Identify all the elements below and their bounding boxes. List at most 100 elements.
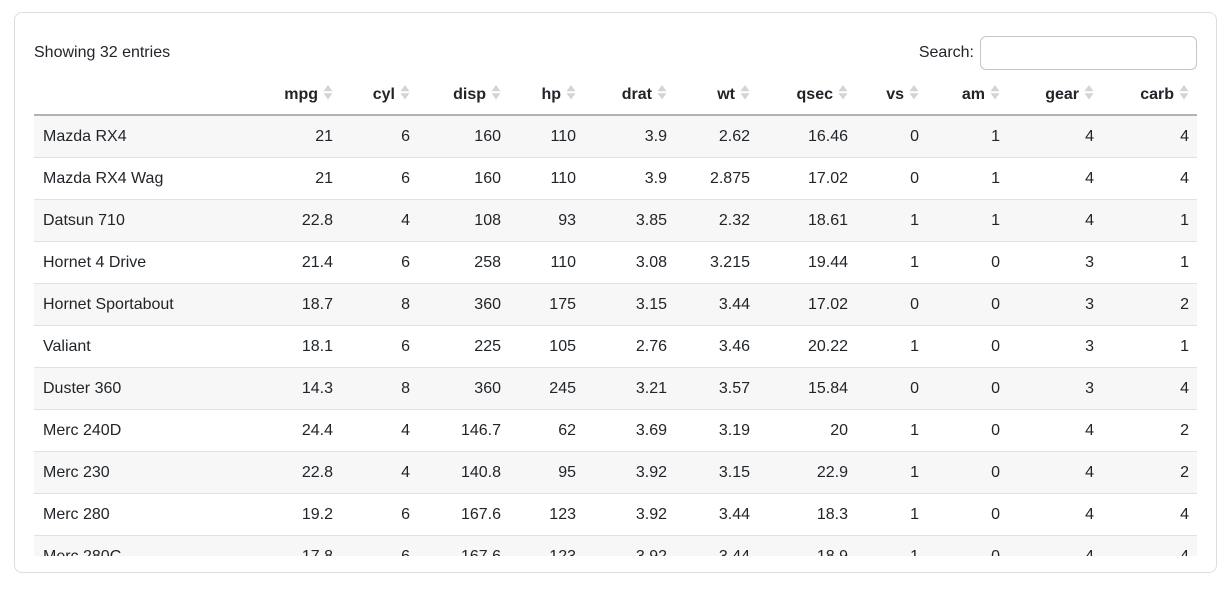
cell-mpg: 21.4 — [265, 241, 342, 284]
cell-disp: 160 — [419, 115, 510, 158]
cell-gear: 4 — [1009, 493, 1103, 536]
cell-drat: 3.08 — [585, 241, 676, 284]
sort-icon — [909, 85, 919, 100]
cell-gear: 4 — [1009, 451, 1103, 494]
column-header-name — [34, 76, 265, 116]
column-header-vs[interactable]: vs — [857, 76, 928, 116]
cell-mpg: 17.8 — [265, 535, 342, 556]
cell-am: 1 — [928, 157, 1009, 200]
table-row: Mazda RX4 Wag 21 6 160 110 3.9 2.875 17.02 0 1 4 4 — [34, 157, 1197, 200]
column-header-disp[interactable]: disp — [419, 76, 510, 116]
cell-cyl: 4 — [342, 199, 419, 242]
cell-cyl: 8 — [342, 283, 419, 326]
cell-mpg: 14.3 — [265, 367, 342, 410]
cell-drat: 3.92 — [585, 535, 676, 556]
cell-disp: 360 — [419, 283, 510, 326]
column-header-qsec[interactable]: qsec — [759, 76, 857, 116]
table-row: Datsun 710 22.8 4 108 93 3.85 2.32 18.61 1 1 4 1 — [34, 199, 1197, 242]
cell-cyl: 6 — [342, 535, 419, 556]
sort-icon — [838, 85, 848, 100]
sort-icon — [400, 85, 410, 100]
cell-vs: 1 — [857, 409, 928, 452]
column-header-label: wt — [717, 86, 735, 103]
row-name-cell: Mazda RX4 — [34, 115, 265, 158]
table-row: Duster 360 14.3 8 360 245 3.21 3.57 15.84 0 0 3 4 — [34, 367, 1197, 410]
cell-mpg: 19.2 — [265, 493, 342, 536]
datatable-card: Showing 32 entries Search: mpg cyl disp hp d… — [14, 12, 1217, 573]
table-row: Valiant 18.1 6 225 105 2.76 3.46 20.22 1 0 3 1 — [34, 325, 1197, 368]
cell-gear: 4 — [1009, 409, 1103, 452]
cell-carb: 4 — [1103, 367, 1197, 410]
cell-gear: 4 — [1009, 115, 1103, 158]
column-header-drat[interactable]: drat — [585, 76, 676, 116]
sort-icon — [491, 85, 501, 100]
cell-gear: 4 — [1009, 157, 1103, 200]
cell-drat: 3.69 — [585, 409, 676, 452]
column-header-gear[interactable]: gear — [1009, 76, 1103, 116]
cell-cyl: 6 — [342, 115, 419, 158]
cell-cyl: 6 — [342, 325, 419, 368]
cell-disp: 140.8 — [419, 451, 510, 494]
cell-mpg: 22.8 — [265, 451, 342, 494]
cell-wt: 3.215 — [676, 241, 759, 284]
cell-disp: 225 — [419, 325, 510, 368]
column-header-hp[interactable]: hp — [510, 76, 585, 116]
cell-am: 0 — [928, 535, 1009, 556]
cell-vs: 0 — [857, 115, 928, 158]
cell-drat: 3.92 — [585, 493, 676, 536]
column-header-cyl[interactable]: cyl — [342, 76, 419, 116]
table-row: Mazda RX4 21 6 160 110 3.9 2.62 16.46 0 1 4 4 — [34, 115, 1197, 158]
column-header-label: hp — [541, 86, 561, 103]
column-header-am[interactable]: am — [928, 76, 1009, 116]
cell-qsec: 17.02 — [759, 283, 857, 326]
column-header-label: mpg — [284, 86, 318, 103]
column-header-mpg[interactable]: mpg — [265, 76, 342, 116]
cell-wt: 3.57 — [676, 367, 759, 410]
cell-drat: 3.9 — [585, 157, 676, 200]
cell-hp: 93 — [510, 199, 585, 242]
cell-cyl: 4 — [342, 409, 419, 452]
cell-carb: 2 — [1103, 451, 1197, 494]
column-header-carb[interactable]: carb — [1103, 76, 1197, 116]
cell-wt: 2.62 — [676, 115, 759, 158]
search-input[interactable] — [980, 36, 1197, 70]
column-header-label: cyl — [372, 86, 395, 103]
cell-qsec: 19.44 — [759, 241, 857, 284]
cell-hp: 110 — [510, 115, 585, 158]
cell-hp: 110 — [510, 157, 585, 200]
cell-hp: 123 — [510, 535, 585, 556]
row-name-cell: Merc 230 — [34, 451, 265, 494]
cell-carb: 1 — [1103, 199, 1197, 242]
cell-am: 0 — [928, 283, 1009, 326]
cell-gear: 4 — [1009, 535, 1103, 556]
column-header-label: disp — [453, 86, 486, 103]
column-header-wt[interactable]: wt — [676, 76, 759, 116]
cell-carb: 1 — [1103, 241, 1197, 284]
column-header-label: qsec — [796, 86, 833, 103]
cell-wt: 3.46 — [676, 325, 759, 368]
row-name-cell: Merc 280 — [34, 493, 265, 536]
table-scroll-area[interactable]: mpg cyl disp hp drat wt qsec vs am gear carb Mazda… — [34, 76, 1197, 556]
cell-disp: 360 — [419, 367, 510, 410]
table-header-row: mpg cyl disp hp drat wt qsec vs am gear carb — [34, 76, 1197, 116]
cell-vs: 0 — [857, 367, 928, 410]
cell-cyl: 6 — [342, 157, 419, 200]
cell-mpg: 18.1 — [265, 325, 342, 368]
cell-carb: 2 — [1103, 409, 1197, 452]
cell-mpg: 21 — [265, 157, 342, 200]
cell-gear: 3 — [1009, 367, 1103, 410]
search-container: Search: — [919, 36, 1197, 70]
cell-wt: 3.15 — [676, 451, 759, 494]
cell-qsec: 15.84 — [759, 367, 857, 410]
cell-drat: 3.92 — [585, 451, 676, 494]
cell-am: 0 — [928, 325, 1009, 368]
cell-wt: 3.19 — [676, 409, 759, 452]
cell-wt: 2.32 — [676, 199, 759, 242]
cell-qsec: 20 — [759, 409, 857, 452]
sort-icon — [657, 85, 667, 100]
cell-qsec: 20.22 — [759, 325, 857, 368]
cell-gear: 3 — [1009, 241, 1103, 284]
cell-am: 0 — [928, 493, 1009, 536]
cell-wt: 2.875 — [676, 157, 759, 200]
column-header-label: vs — [886, 86, 904, 103]
